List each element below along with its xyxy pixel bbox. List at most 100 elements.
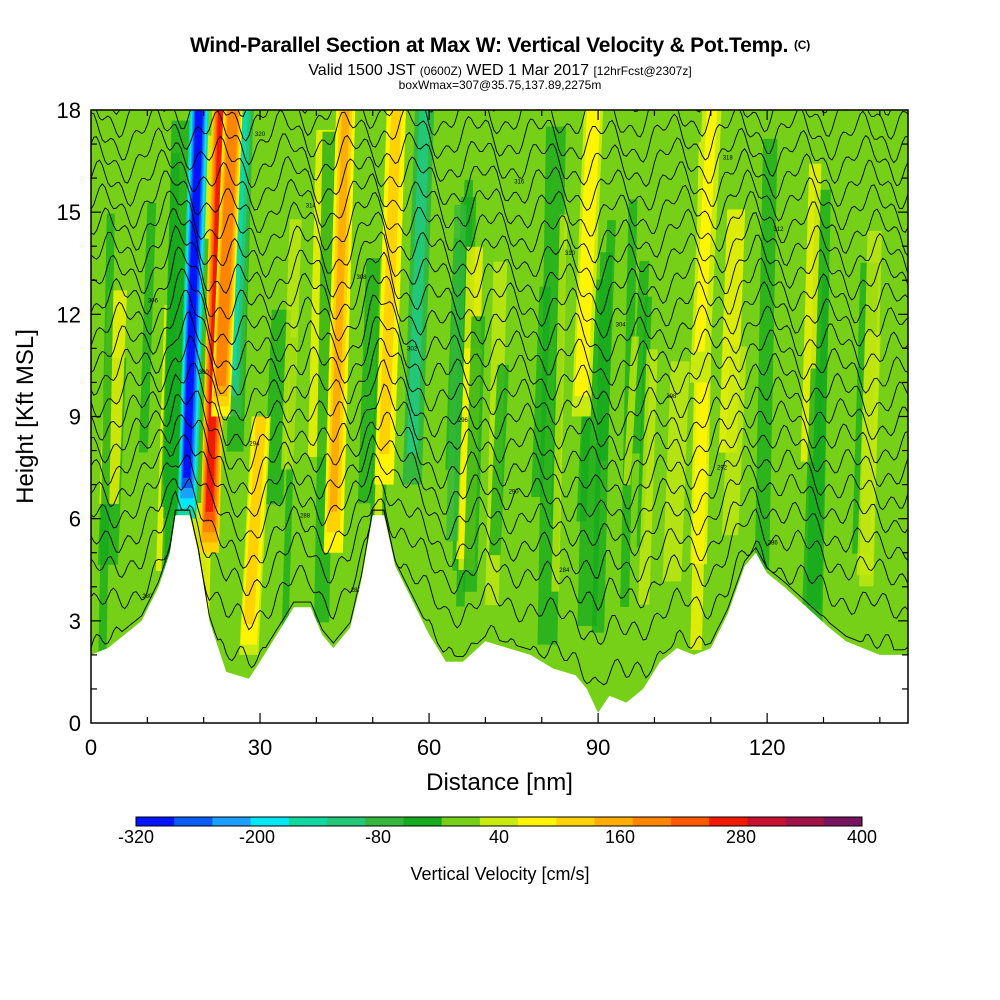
terrain-mask — [91, 515, 908, 723]
w-streak — [488, 364, 509, 556]
w-streak — [859, 230, 882, 587]
colorbar-swatch — [632, 817, 672, 826]
colorbar-tick-label: -320 — [118, 827, 154, 847]
w-streak — [754, 138, 778, 570]
y-axis-title: Height [Kft MSL] — [12, 329, 39, 504]
theta-contour-label: 282 — [351, 588, 362, 594]
theta-contour-label: 302 — [407, 346, 418, 352]
colorbar-tick-label: 40 — [489, 827, 509, 847]
colorbar-swatch — [403, 817, 442, 826]
theta-contour-line — [91, 290, 908, 387]
x-tick-label: 90 — [586, 735, 610, 760]
colorbar-tick-label: 400 — [847, 827, 877, 847]
y-tick-label: 3 — [69, 609, 81, 634]
colorbar-tick-label: -80 — [365, 827, 391, 847]
theta-contour-label: 290 — [509, 489, 520, 495]
w-streak — [623, 336, 639, 486]
theta-contour-label: 314 — [306, 203, 317, 209]
theta-contour-line — [91, 335, 908, 437]
valid-date: WED 1 Mar 2017 — [466, 62, 589, 79]
theta-contour-label: 288 — [300, 513, 311, 519]
theta-contour-label: 292 — [717, 466, 728, 472]
theta-contour-line — [91, 310, 908, 412]
colorbar-title: Vertical Velocity [cm/s] — [410, 864, 589, 884]
colorbar-tick-label: -200 — [239, 827, 275, 847]
colorbar-swatch — [556, 817, 595, 826]
w-streak — [531, 286, 552, 497]
y-tick-label: 18 — [57, 98, 81, 123]
w-streak — [598, 220, 616, 462]
colorbar-swatch — [670, 817, 710, 826]
w-streak — [800, 163, 822, 462]
theta-contour-label: 280 — [142, 594, 153, 600]
theta-contour-line — [91, 411, 908, 510]
theta-contour-line — [91, 509, 908, 645]
w-streak — [551, 214, 568, 592]
colorbar-swatch — [212, 817, 251, 826]
y-tick-label: 0 — [69, 711, 81, 736]
colorbar-swatch — [518, 817, 557, 826]
chart-title-text: Wind-Parallel Section at Max W: Vertical… — [189, 34, 789, 57]
x-tick-label: 0 — [85, 735, 97, 760]
x-axis-title: Distance [nm] — [426, 769, 573, 796]
colorbar-swatch — [479, 817, 519, 826]
updraft-band-layer — [577, 110, 598, 376]
colorbar-tick-label: 160 — [605, 827, 635, 847]
colorbar-frame — [135, 816, 863, 827]
forecast-info: [12hrFcst@2307z] — [593, 64, 692, 78]
colorbar: -320 -200 -80 40 160 280 400 Vertical Velocity … — [118, 816, 877, 884]
theta-contour-label: 298 — [666, 394, 677, 400]
chart-title: Wind-Parallel Section at Max W: Vertical… — [0, 34, 1000, 58]
y-tick-label: 12 — [57, 302, 81, 327]
downdraft-band-layer — [183, 110, 203, 478]
theta-contour-label: 306 — [148, 299, 159, 305]
x-tick-label: 30 — [248, 735, 272, 760]
colorbar-swatch — [823, 817, 863, 826]
y-tick-label: 6 — [69, 507, 81, 532]
axes: 0 30 60 90 120 0 3 6 9 12 15 18 Distance [nm] Height … — [12, 98, 909, 796]
theta-contour-label: 286 — [768, 541, 779, 547]
theta-contour-line — [91, 190, 908, 264]
downdraft-band-layer — [408, 110, 429, 444]
theta-contour-label: 296 — [458, 418, 469, 424]
plot-area: 280 282 284 286 288 290 292 294 296 298 300 302 304 3… — [91, 110, 908, 723]
theta-contour-label: 312 — [773, 227, 784, 233]
colorbar-swatch — [365, 817, 404, 826]
valid-time: Valid 1500 JST — [308, 62, 416, 79]
theta-contour-line — [95, 110, 908, 142]
theta-contours: 280 282 284 286 288 290 292 294 296 298 300 302 304 3… — [91, 110, 908, 686]
chart-subtitle: Valid 1500 JST (0600Z) WED 1 Mar 2017 [1… — [0, 62, 1000, 80]
updraft-band — [374, 110, 406, 485]
theta-contour-line — [91, 224, 908, 315]
theta-contour-line — [112, 110, 892, 117]
w-streak — [813, 276, 830, 610]
colorbar-swatch — [250, 817, 290, 826]
colorbar-swatch — [747, 817, 786, 826]
theta-contour-line — [91, 383, 908, 486]
w-streak — [721, 346, 747, 536]
theta-contour-label: 310 — [565, 251, 576, 257]
theta-contour-line — [91, 268, 908, 362]
theta-contour-line — [91, 169, 908, 237]
theta-contour-label: 304 — [616, 323, 627, 329]
colorbar-swatch — [288, 817, 328, 826]
y-tick-label: 9 — [69, 405, 81, 430]
theta-contour-label: 318 — [723, 156, 734, 162]
theta-contour-line — [91, 147, 908, 212]
theta-contour-label: 294 — [249, 442, 260, 448]
theta-contour-line — [91, 246, 908, 339]
w-streak — [98, 213, 115, 655]
theta-contour-label: 316 — [514, 180, 525, 186]
x-tick-label: 60 — [417, 735, 441, 760]
colorbar-swatch — [594, 817, 634, 826]
colorbar-swatch — [174, 817, 213, 826]
box-wmax-info: boxWmax=307@35.75,137.89,2275m — [398, 78, 602, 92]
colorbar-swatch — [327, 817, 366, 826]
colorbar-swatch — [709, 817, 748, 826]
w-streak — [314, 131, 338, 623]
theta-contour-line — [91, 434, 908, 534]
theta-contour-label: 284 — [559, 568, 570, 574]
w-streak — [138, 202, 157, 453]
x-tick-label: 120 — [749, 735, 786, 760]
